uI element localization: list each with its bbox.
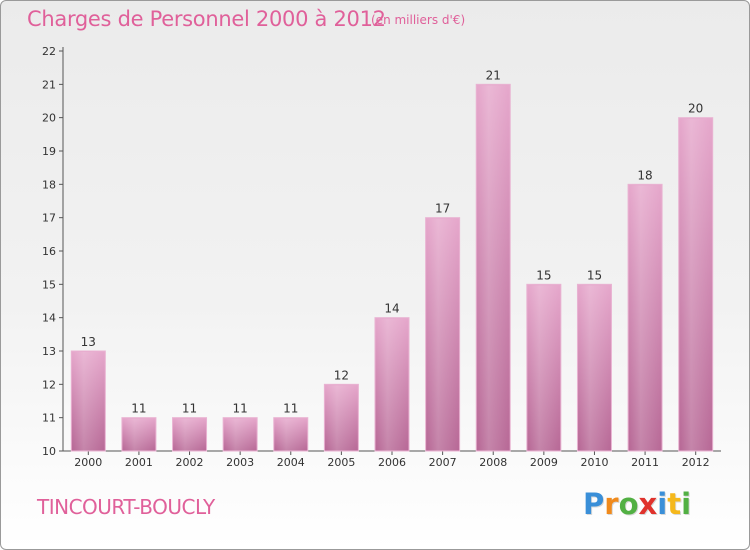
data-label: 15 <box>536 268 551 282</box>
chart-labels: 2000 13 2001 11 2002 11 2003 11 2004 11 2005 12 2006… <box>74 68 709 469</box>
y-tick-label: 19 <box>42 145 56 158</box>
bar-shine <box>123 418 154 451</box>
data-label: 17 <box>435 202 450 216</box>
logo-letter: i <box>681 487 692 521</box>
logo-letter: t <box>667 487 682 521</box>
logo-letter: o <box>618 487 639 521</box>
data-label: 11 <box>233 402 248 416</box>
chart-axes: 10 11 12 13 14 15 16 17 18 19 20 21 22 <box>42 45 721 458</box>
bar-shine <box>73 352 104 451</box>
x-tick-label: 2002 <box>176 456 204 469</box>
data-label: 18 <box>637 168 652 182</box>
y-tick-label: 16 <box>42 245 56 258</box>
x-tick-label: 2005 <box>327 456 355 469</box>
data-label: 12 <box>334 368 349 382</box>
y-tick-label: 12 <box>42 378 56 391</box>
bar-shine <box>528 285 559 451</box>
y-tick-label: 21 <box>42 78 56 91</box>
bar-shine <box>275 418 306 451</box>
data-label: 20 <box>688 102 703 116</box>
x-tick-label: 2011 <box>631 456 659 469</box>
y-tick-label: 14 <box>42 312 56 325</box>
logo-letter: i <box>657 487 668 521</box>
x-tick-label: 2001 <box>125 456 153 469</box>
y-tick-label: 10 <box>42 445 56 458</box>
bar-shine <box>478 85 509 451</box>
logo-letter: P <box>583 487 605 521</box>
x-tick-label: 2003 <box>226 456 254 469</box>
commune-name: TINCOURT-BOUCLY <box>37 495 215 519</box>
bar-shine <box>680 118 711 452</box>
y-tick-label: 18 <box>42 178 56 191</box>
y-tick-label: 17 <box>42 212 56 225</box>
bar-shine <box>174 418 205 451</box>
bar-shine <box>630 185 661 452</box>
x-tick-label: 2006 <box>378 456 406 469</box>
y-tick-label: 22 <box>42 45 56 58</box>
data-label: 21 <box>486 68 501 82</box>
x-tick-label: 2004 <box>277 456 305 469</box>
data-label: 11 <box>283 402 298 416</box>
proxiti-logo[interactable]: Proxiti <box>583 487 691 521</box>
bar-shine <box>579 285 610 451</box>
y-tick-label: 11 <box>42 412 56 425</box>
bar-shine <box>225 418 256 451</box>
y-tick-label: 20 <box>42 112 56 125</box>
chart-bars <box>70 83 714 452</box>
data-label: 13 <box>81 335 96 349</box>
bar-shine <box>377 318 407 451</box>
chart-subtitle: (en milliers d'€) <box>371 13 466 27</box>
x-tick-label: 2008 <box>479 456 507 469</box>
x-tick-label: 2000 <box>74 456 102 469</box>
data-label: 11 <box>131 402 146 416</box>
x-tick-label: 2012 <box>682 456 710 469</box>
x-tick-label: 2009 <box>530 456 558 469</box>
data-label: 11 <box>182 402 197 416</box>
y-tick-label: 15 <box>42 278 56 291</box>
logo-letter: r <box>604 487 619 521</box>
x-tick-label: 2010 <box>580 456 608 469</box>
bar-shine <box>427 218 458 451</box>
data-label: 14 <box>384 302 399 316</box>
y-tick-label: 13 <box>42 345 56 358</box>
bar-shine <box>326 385 357 451</box>
logo-letter: x <box>638 487 658 521</box>
data-label: 15 <box>587 268 602 282</box>
x-tick-label: 2007 <box>429 456 457 469</box>
chart-title: Charges de Personnel 2000 à 2012 <box>27 7 386 31</box>
